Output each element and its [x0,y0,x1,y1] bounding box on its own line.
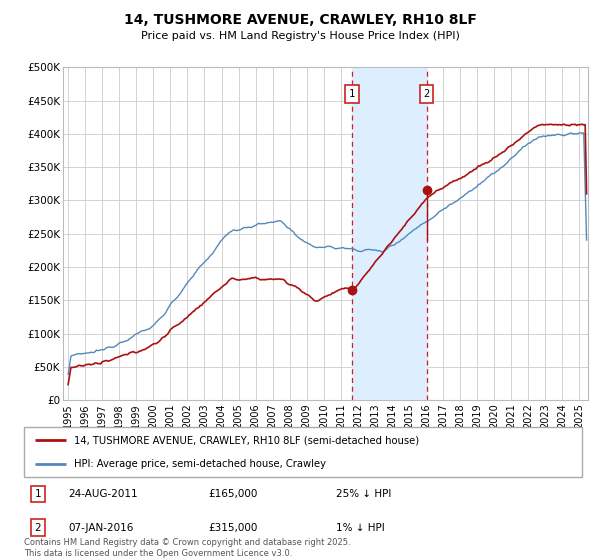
Text: 14, TUSHMORE AVENUE, CRAWLEY, RH10 8LF (semi-detached house): 14, TUSHMORE AVENUE, CRAWLEY, RH10 8LF (… [74,435,419,445]
Text: 25% ↓ HPI: 25% ↓ HPI [337,489,392,499]
Text: 07-JAN-2016: 07-JAN-2016 [68,522,134,533]
Text: HPI: Average price, semi-detached house, Crawley: HPI: Average price, semi-detached house,… [74,459,326,469]
Text: 24-AUG-2011: 24-AUG-2011 [68,489,138,499]
Text: Contains HM Land Registry data © Crown copyright and database right 2025.
This d: Contains HM Land Registry data © Crown c… [24,538,350,558]
Text: £165,000: £165,000 [208,489,257,499]
Text: 1: 1 [35,489,41,499]
Text: 1% ↓ HPI: 1% ↓ HPI [337,522,385,533]
Bar [352,67,427,400]
Text: 2: 2 [35,522,41,533]
Text: Price paid vs. HM Land Registry's House Price Index (HPI): Price paid vs. HM Land Registry's House … [140,31,460,41]
Text: £315,000: £315,000 [208,522,257,533]
Text: 1: 1 [349,89,355,99]
Text: 14, TUSHMORE AVENUE, CRAWLEY, RH10 8LF: 14, TUSHMORE AVENUE, CRAWLEY, RH10 8LF [124,13,476,27]
Text: 2: 2 [424,89,430,99]
